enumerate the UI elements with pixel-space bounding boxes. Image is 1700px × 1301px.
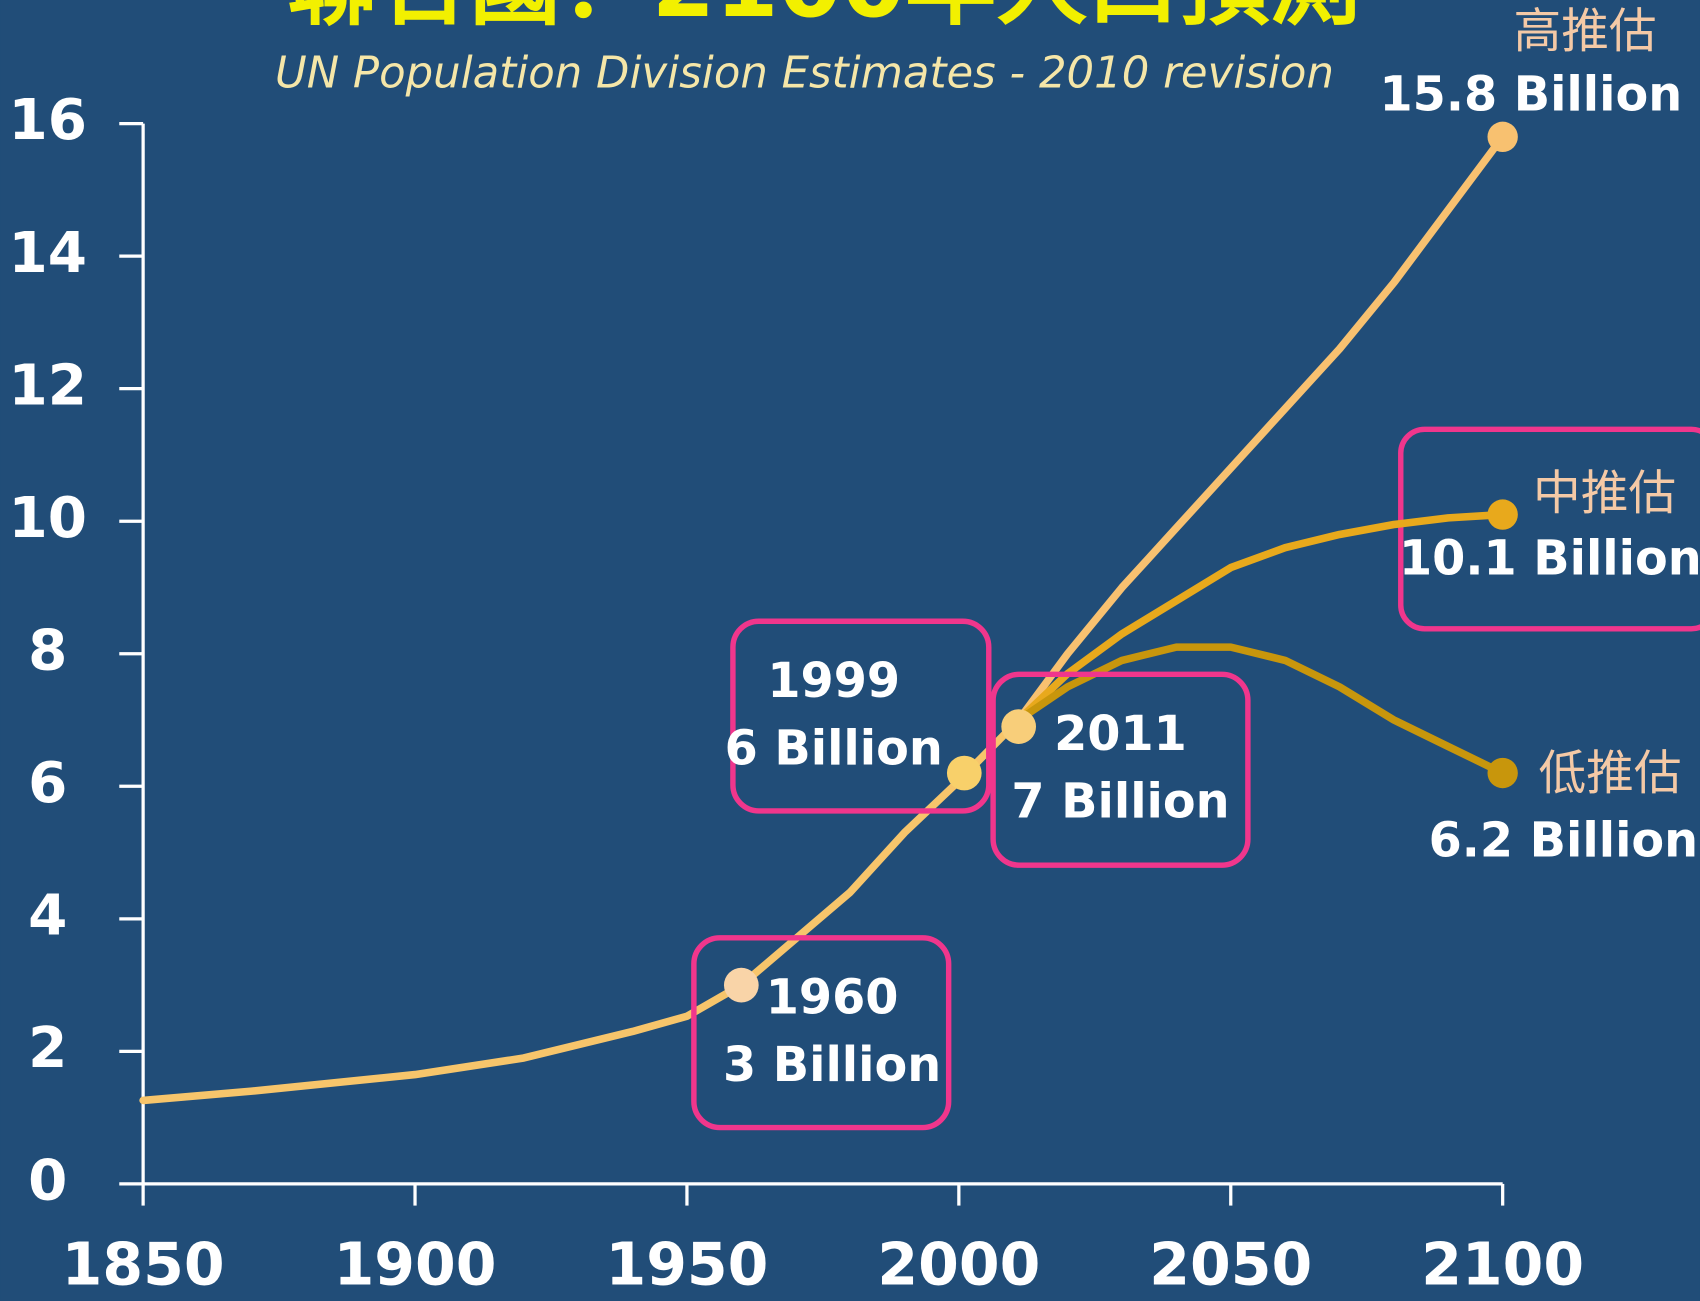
series-line xyxy=(1014,643,1507,777)
chart-title: 聯合國：2100年人口預測 xyxy=(287,0,1360,38)
y-tick-label: 4 xyxy=(28,883,67,948)
series-name: 低推估 xyxy=(1538,746,1681,801)
x-tick-label: 1850 xyxy=(62,1231,225,1299)
x-tick-label: 2100 xyxy=(1421,1231,1584,1299)
series-name: 高推估 xyxy=(1514,5,1657,60)
series-line xyxy=(139,716,1023,1105)
annotation-box xyxy=(990,671,1251,868)
chart-subtitle: UN Population Division Estimates - 2010 … xyxy=(275,48,1334,98)
y-tick-label: 2 xyxy=(28,1016,67,1081)
annotation-marker xyxy=(1001,709,1037,744)
annotation-label: 1960 xyxy=(766,971,899,1026)
annotation-box xyxy=(730,618,992,814)
series-end-label: 6.2 Billion xyxy=(1429,813,1699,868)
series-line xyxy=(1014,510,1507,724)
x-tick-label: 2000 xyxy=(877,1231,1040,1299)
annotation-label: 6 Billion xyxy=(725,721,943,776)
series-end-label: 15.8 Billion xyxy=(1379,68,1682,123)
y-tick-label: 12 xyxy=(8,353,86,418)
series-name: 中推估 xyxy=(1533,467,1676,522)
annotation-marker xyxy=(946,755,982,791)
series-end-label: 10.1 Billion xyxy=(1399,532,1700,587)
y-tick-label: 6 xyxy=(28,751,67,816)
x-tick-label: 1900 xyxy=(334,1231,497,1299)
series-line xyxy=(1014,133,1507,724)
y-tick-label: 14 xyxy=(8,221,86,286)
y-tick-label: 10 xyxy=(8,486,86,551)
x-tick-label: 1950 xyxy=(605,1231,768,1299)
annotation-label: 7 Billion xyxy=(1011,774,1229,829)
end-marker xyxy=(1487,757,1518,789)
y-tick-label: 16 xyxy=(8,88,86,153)
y-tick-label: 0 xyxy=(28,1149,67,1214)
annotation-marker xyxy=(723,967,759,1003)
x-tick-label: 2050 xyxy=(1149,1231,1312,1299)
annotation-box xyxy=(691,935,952,1131)
end-marker xyxy=(1487,499,1518,530)
highlight-box xyxy=(1398,426,1700,632)
end-marker xyxy=(1487,121,1518,153)
annotation-label: 3 Billion xyxy=(723,1038,941,1093)
annotation-label: 2011 xyxy=(1054,707,1187,762)
y-tick-label: 8 xyxy=(28,618,67,683)
annotation-label: 1999 xyxy=(767,654,900,709)
